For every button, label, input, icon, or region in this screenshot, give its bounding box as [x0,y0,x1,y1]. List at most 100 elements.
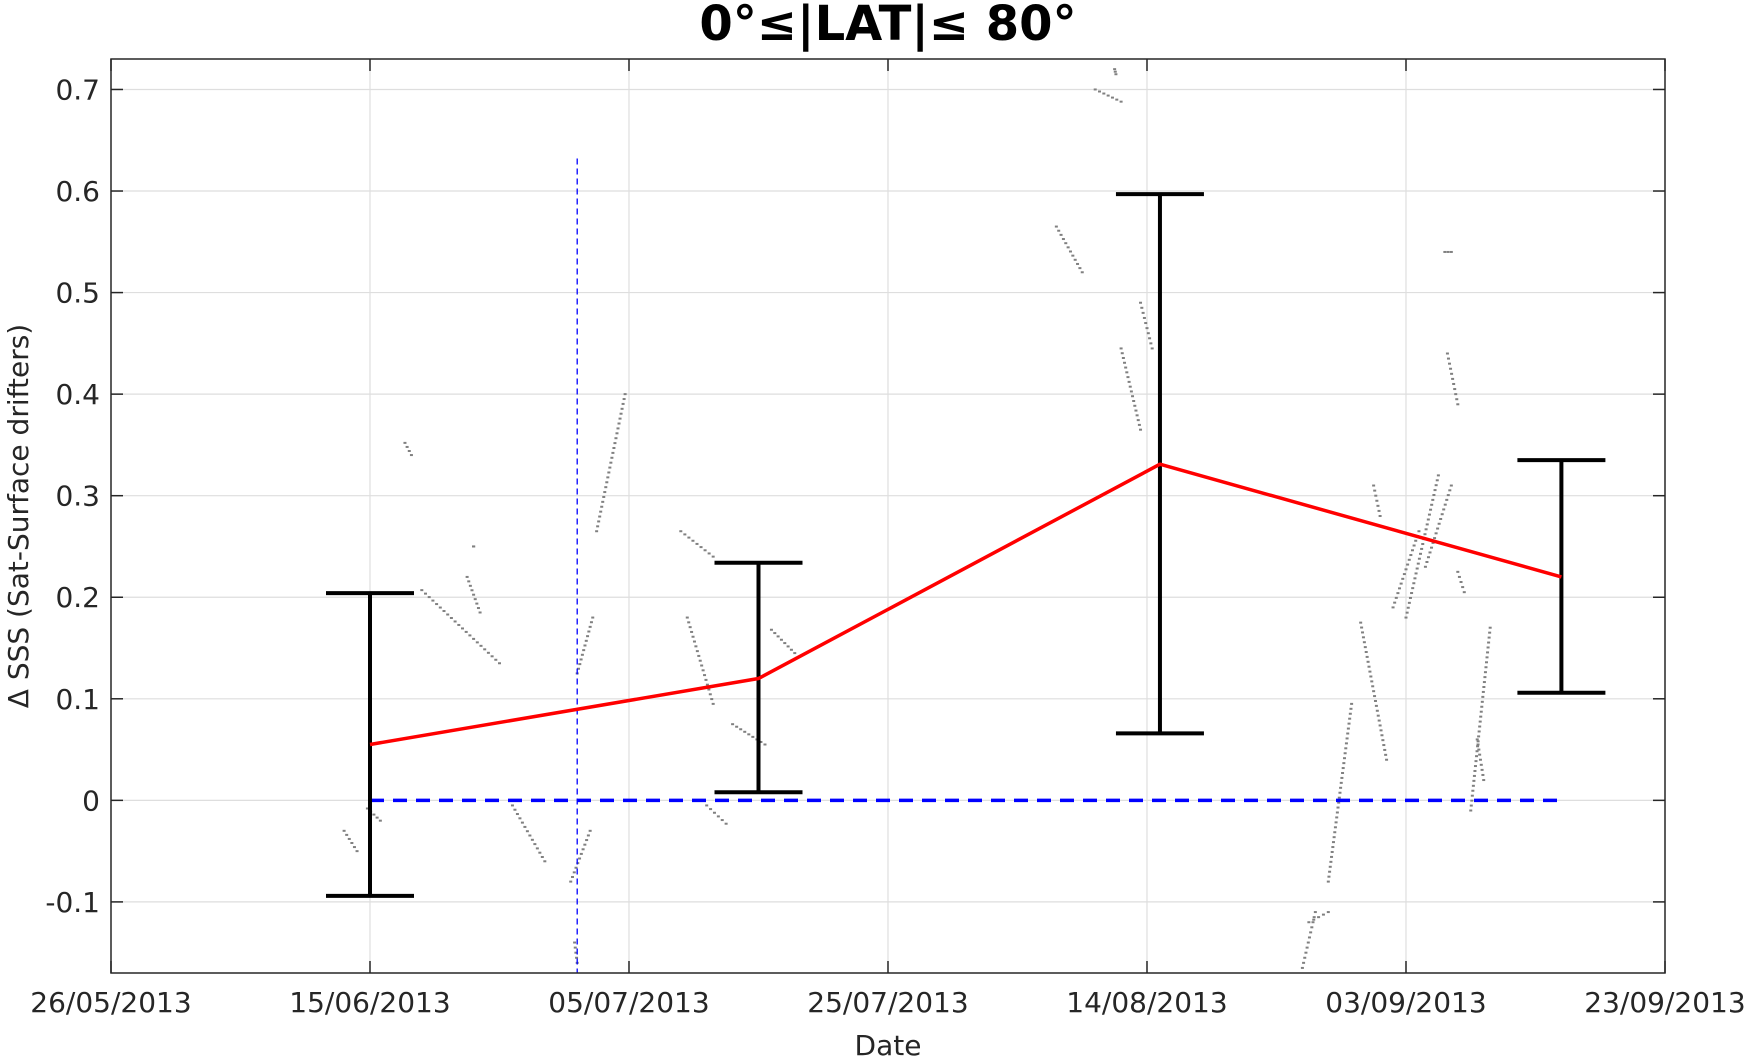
scatter-point [1409,554,1413,557]
scatter-point [1426,518,1430,521]
scatter-point [1114,73,1118,76]
scatter-point [1310,926,1314,929]
scatter-point [1420,547,1424,550]
scatter-point [375,816,379,819]
scatter-point [692,640,696,643]
scatter-point [1482,685,1486,688]
scatter-point [1321,913,1325,916]
scatter-point [620,407,624,410]
scatter-point [1119,100,1123,103]
scatter-point [1305,946,1309,949]
scatter-point [735,725,739,728]
scatter-point [533,843,537,846]
scatter-point [602,495,606,498]
scatter-point [515,813,519,816]
scatter-point [612,446,616,449]
scatter-point [1378,724,1382,727]
scatter-point [1476,740,1480,743]
scatter-point [342,829,346,832]
scatter-point [1363,646,1367,649]
scatter-point [1145,327,1149,330]
scatter-point [597,520,601,523]
scatter-point [438,606,442,609]
scatter-point [1421,543,1425,546]
scatter-point [1347,722,1351,725]
scatter-point [530,838,534,841]
scatter-point [442,610,446,613]
mean-series-line [369,462,1562,747]
scatter-point [468,584,472,587]
scatter-point [587,630,591,633]
scatter-point [1482,681,1486,684]
scatter-point [1364,651,1368,654]
scatter-point [1393,601,1397,604]
scatter-point [1423,533,1427,536]
scatter-point [687,536,691,539]
scatter-point [1093,88,1097,91]
scatter-point [1326,911,1330,914]
scatter-point [697,654,701,657]
scatter-point [1367,665,1371,668]
scatter-point [350,842,354,845]
scatter-point [478,611,482,614]
scatter-point [1373,699,1377,702]
y-tick-label: 0.2 [55,581,100,614]
scatter-point [1480,768,1484,771]
scatter-point [1349,707,1353,710]
scatter-point [1328,865,1332,868]
scatter-point [603,491,607,494]
scatter-point [472,545,476,548]
scatter-point [1433,537,1437,540]
scatter-point [1479,763,1483,766]
scatter-point [1473,769,1477,772]
scatter-point [1381,739,1385,742]
scatter-point [1410,592,1414,595]
scatter-point [1412,544,1416,547]
scatter-point [1477,748,1481,751]
scatter-point [1346,727,1350,730]
scatter-point [1059,233,1063,236]
scatter-point [783,642,787,645]
scatter-point [475,641,479,644]
scatter-point [1455,398,1459,401]
scatter-point [1302,961,1306,964]
scatter-point [1076,262,1080,265]
scatter-point [1423,565,1427,568]
scatter-point [1470,799,1474,802]
scatter-point [1346,732,1350,735]
scatter-point [1485,656,1489,659]
scatter-point [1425,560,1429,563]
scatter-point [1456,570,1460,573]
scatter-point [1131,395,1135,398]
scatter-point [1412,582,1416,585]
scatter-point [1482,779,1486,782]
scatter-point [1106,94,1110,97]
scatter-point [1330,850,1334,853]
scatter-point [1426,556,1430,559]
scatter-point [1339,781,1343,784]
scatter-point [1407,558,1411,561]
scatter-point [1487,636,1491,639]
x-tick-label: 15/06/2013 [289,986,450,1019]
scatter-point [679,530,683,533]
scatter-point [583,644,587,647]
scatter-point [1448,362,1452,365]
scatter-point [596,525,600,528]
scatter-point [1377,509,1381,512]
scatter-point [1484,666,1488,669]
scatter-point [1335,811,1339,814]
scatter-point [465,575,469,578]
scatter-point [490,655,494,658]
scatter-point [747,733,751,736]
scatter-point [510,804,514,807]
scatter-point [711,555,715,558]
scatter-point [1335,816,1339,819]
scatter-point [709,808,713,811]
scatter-point [1345,737,1349,740]
scatter-point [1419,552,1423,555]
scatter-point [453,620,457,623]
scatter-point [688,626,692,629]
scatter-point [1134,409,1138,412]
scatter-point [1406,606,1410,609]
